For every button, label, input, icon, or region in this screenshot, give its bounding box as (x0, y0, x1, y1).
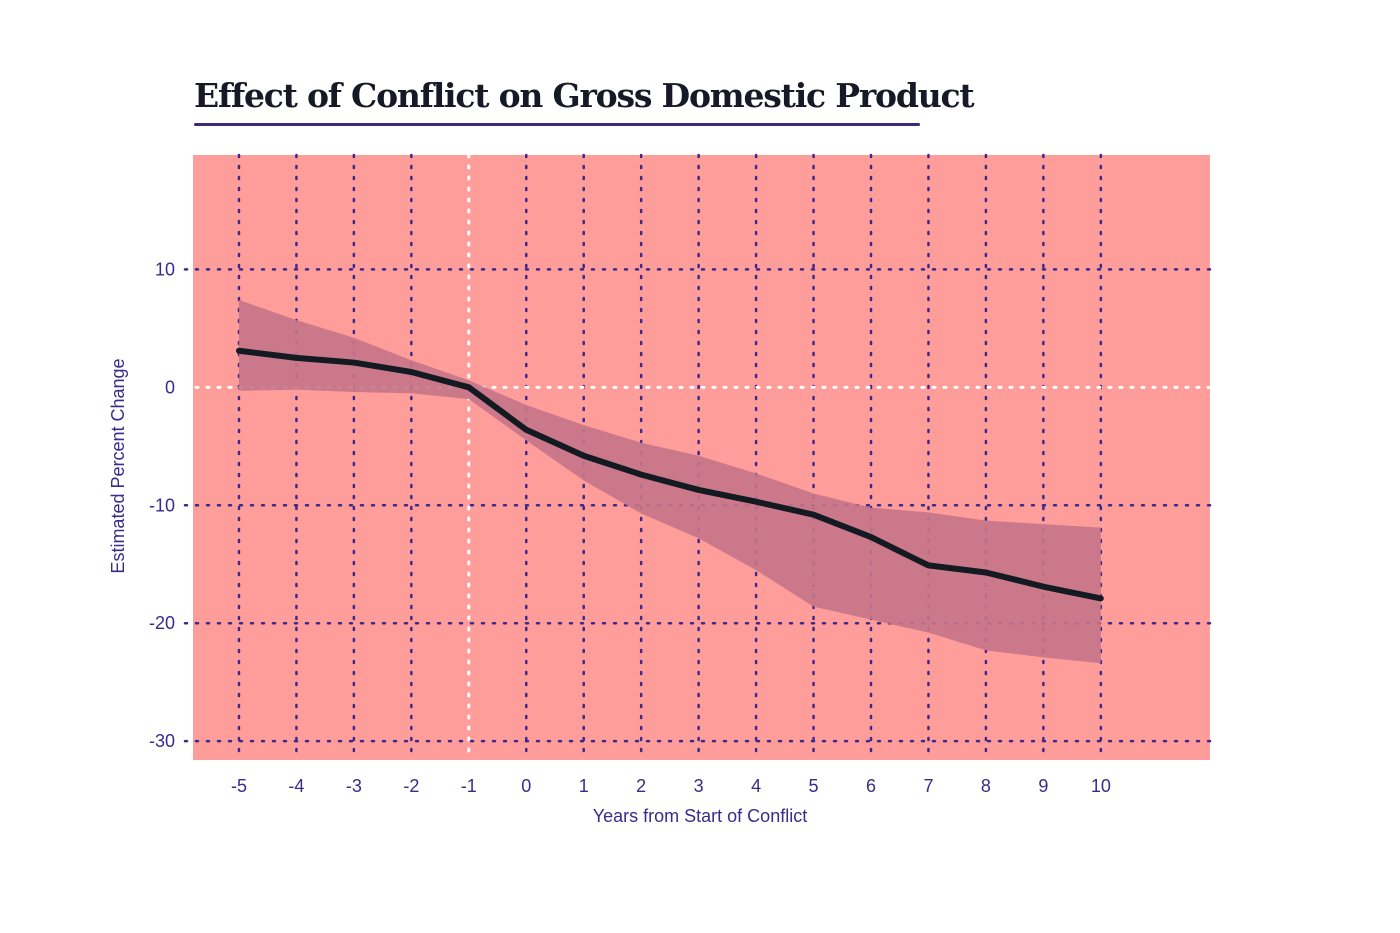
x-tick-label: 10 (1091, 776, 1111, 796)
y-tick-label: -10 (149, 495, 175, 515)
x-tick-label: -5 (231, 776, 247, 796)
x-tick-label: 9 (1038, 776, 1048, 796)
x-tick-label: 0 (521, 776, 531, 796)
y-tick-label: 10 (155, 259, 175, 279)
chart-title: Effect of Conflict on Gross Domestic Pro… (194, 76, 975, 115)
y-tick-labels: 10 0 -10 -20 -30 (149, 259, 175, 751)
x-tick-label: -2 (403, 776, 419, 796)
x-axis-label: Years from Start of Conflict (593, 806, 807, 826)
x-tick-labels: -5 -4 -3 -2 -1 0 1 2 3 4 5 6 7 8 9 10 (231, 776, 1111, 796)
y-tick-label: 0 (165, 377, 175, 397)
title-underline (194, 123, 920, 126)
x-tick-label: -1 (461, 776, 477, 796)
y-tick-label: -20 (149, 613, 175, 633)
x-tick-label: 7 (923, 776, 933, 796)
x-tick-label: 2 (636, 776, 646, 796)
series-line (235, 347, 1104, 602)
y-tick-label: -30 (149, 731, 175, 751)
y-axis-label: Estimated Percent Change (108, 358, 128, 573)
gridlines (183, 153, 1212, 762)
x-tick-label: 1 (579, 776, 589, 796)
x-tick-label: 5 (809, 776, 819, 796)
x-tick-label: 6 (866, 776, 876, 796)
x-tick-label: -3 (346, 776, 362, 796)
x-tick-label: 8 (981, 776, 991, 796)
x-tick-label: -4 (288, 776, 304, 796)
x-tick-label: 3 (694, 776, 704, 796)
x-tick-label: 4 (751, 776, 761, 796)
